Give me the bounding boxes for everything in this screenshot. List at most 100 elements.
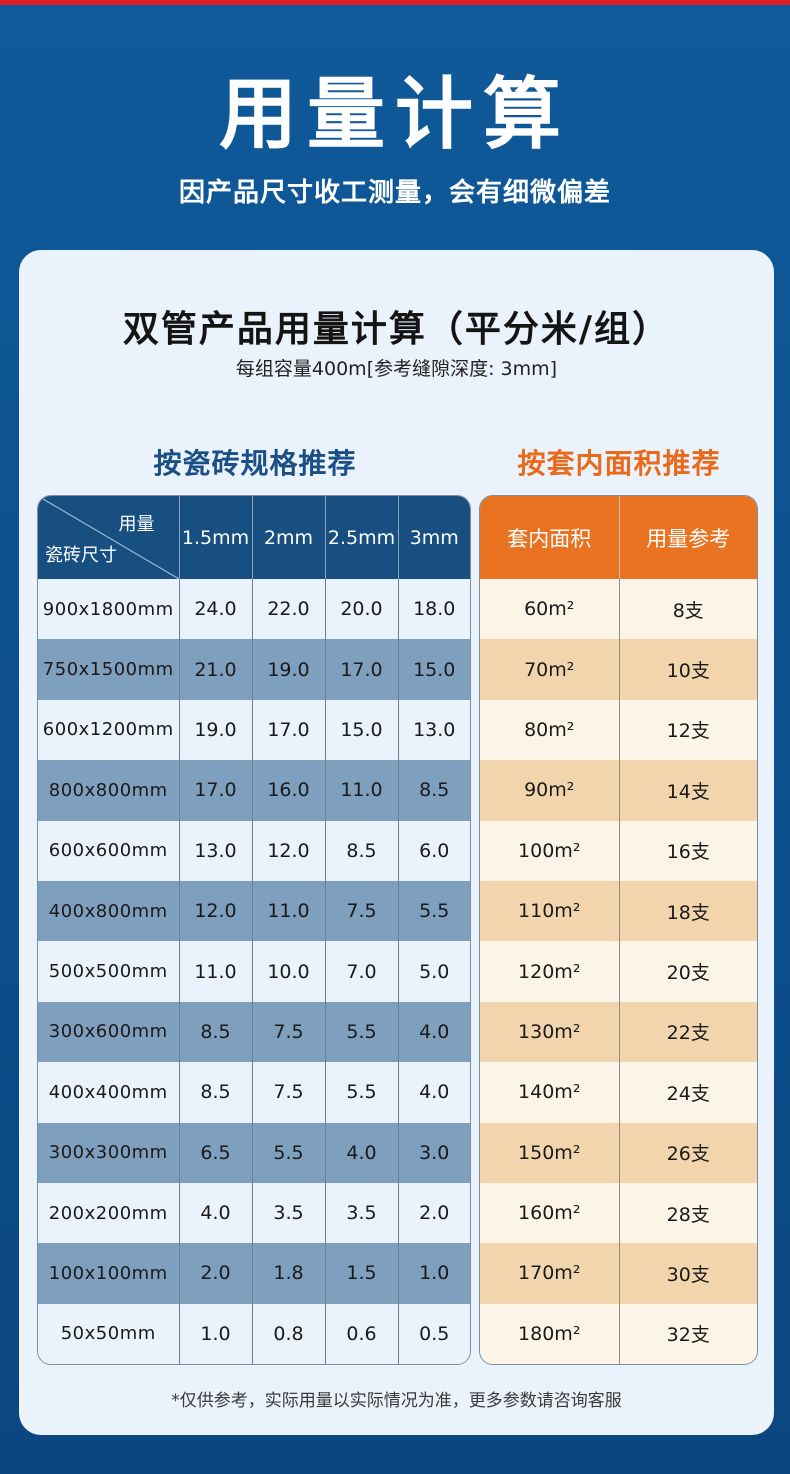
usage-value-cell: 3.0 bbox=[398, 1122, 470, 1183]
usage-value-cell: 5.0 bbox=[398, 941, 470, 1002]
usage-value-cell: 4.0 bbox=[398, 1062, 470, 1123]
quantity-cell: 18支 bbox=[619, 880, 757, 942]
quantity-cell: 22支 bbox=[619, 1001, 757, 1063]
column-header-area: 套内面积 bbox=[480, 496, 620, 579]
area-cell: 140m² bbox=[480, 1062, 620, 1123]
area-cell: 180m² bbox=[480, 1303, 620, 1365]
table-row: 170m² 30支 bbox=[480, 1243, 757, 1304]
table-row: 160m² 28支 bbox=[480, 1182, 757, 1244]
table-row: 80m² 12支 bbox=[480, 699, 757, 761]
area-table-frame: 套内面积 用量参考 60m² 8支 70m² 10支 80m² 12支 90m² 14支 100… bbox=[479, 495, 758, 1366]
table-row: 100m² 16支 bbox=[480, 820, 757, 881]
quantity-cell: 10支 bbox=[619, 639, 757, 700]
tile-size-cell: 900x1800mm bbox=[38, 579, 180, 640]
table-row: 900x1800mm 24.0 22.0 20.0 18.0 bbox=[38, 579, 470, 640]
usage-value-cell: 8.5 bbox=[179, 1001, 253, 1063]
usage-value-cell: 16.0 bbox=[252, 760, 326, 821]
table-row: 130m² 22支 bbox=[480, 1001, 757, 1063]
tile-size-cell: 300x300mm bbox=[38, 1122, 180, 1183]
table-row: 150m² 26支 bbox=[480, 1122, 757, 1183]
usage-value-cell: 21.0 bbox=[179, 639, 253, 700]
quantity-cell: 30支 bbox=[619, 1243, 757, 1304]
usage-value-cell: 20.0 bbox=[325, 579, 399, 640]
area-cell: 80m² bbox=[480, 699, 620, 761]
usage-value-cell: 1.5 bbox=[325, 1243, 399, 1304]
usage-value-cell: 17.0 bbox=[179, 760, 253, 821]
usage-value-cell: 0.5 bbox=[398, 1303, 470, 1365]
table-row: 110m² 18支 bbox=[480, 880, 757, 942]
area-cell: 90m² bbox=[480, 760, 620, 821]
usage-value-cell: 13.0 bbox=[179, 820, 253, 881]
area-cell: 170m² bbox=[480, 1243, 620, 1304]
column-header-quantity: 用量参考 bbox=[619, 496, 757, 579]
table-row: 140m² 24支 bbox=[480, 1062, 757, 1123]
usage-value-cell: 7.0 bbox=[325, 941, 399, 1002]
area-section-title: 按套内面积推荐 bbox=[517, 447, 721, 480]
usage-value-cell: 12.0 bbox=[252, 820, 326, 881]
quantity-cell: 28支 bbox=[619, 1182, 757, 1244]
area-cell: 120m² bbox=[480, 941, 620, 1002]
tile-size-cell: 300x600mm bbox=[38, 1001, 180, 1063]
page-subtitle: 因产品尺寸收工测量，会有细微偏差 bbox=[178, 178, 611, 208]
usage-value-cell: 4.0 bbox=[179, 1182, 253, 1244]
table-row: 70m² 10支 bbox=[480, 639, 757, 700]
usage-value-cell: 0.8 bbox=[252, 1303, 326, 1365]
table-row: 750x1500mm 21.0 19.0 17.0 15.0 bbox=[38, 639, 470, 700]
table-row: 60m² 8支 bbox=[480, 579, 757, 640]
usage-value-cell: 7.5 bbox=[252, 1001, 326, 1063]
usage-value-cell: 19.0 bbox=[179, 699, 253, 761]
table-row: 600x1200mm 19.0 17.0 15.0 13.0 bbox=[38, 699, 470, 761]
quantity-cell: 32支 bbox=[619, 1303, 757, 1365]
top-accent-bar bbox=[0, 0, 790, 5]
table-row: 180m² 32支 bbox=[480, 1303, 757, 1365]
usage-value-cell: 3.5 bbox=[325, 1182, 399, 1244]
tile-size-section-title: 按瓷砖规格推荐 bbox=[153, 447, 357, 480]
page-title: 用量计算 bbox=[218, 70, 571, 160]
table-row: 90m² 14支 bbox=[480, 760, 757, 821]
area-table: 套内面积 用量参考 60m² 8支 70m² 10支 80m² 12支 90m² 14支 100… bbox=[480, 496, 757, 1365]
usage-value-cell: 11.0 bbox=[179, 941, 253, 1002]
tile-size-cell: 100x100mm bbox=[38, 1243, 180, 1304]
table-row: 100x100mm 2.0 1.8 1.5 1.0 bbox=[38, 1243, 470, 1304]
usage-value-cell: 11.0 bbox=[252, 880, 326, 942]
tile-size-cell: 50x50mm bbox=[38, 1303, 180, 1365]
usage-value-cell: 13.0 bbox=[398, 699, 470, 761]
tile-size-cell: 600x600mm bbox=[38, 820, 180, 881]
quantity-cell: 20支 bbox=[619, 941, 757, 1002]
area-cell: 150m² bbox=[480, 1122, 620, 1183]
tile-size-table-frame: 用量 瓷砖尺寸 1.5mm 2mm 2.5mm 3mm 900x1800mm 24… bbox=[37, 495, 471, 1366]
tile-size-cell: 400x800mm bbox=[38, 880, 180, 942]
quantity-cell: 16支 bbox=[619, 820, 757, 881]
usage-value-cell: 5.5 bbox=[398, 880, 470, 942]
usage-value-cell: 18.0 bbox=[398, 579, 470, 640]
usage-value-cell: 8.5 bbox=[398, 760, 470, 821]
diagonal-divider bbox=[38, 496, 179, 579]
column-header: 2.5mm bbox=[325, 496, 399, 579]
usage-value-cell: 7.5 bbox=[325, 880, 399, 942]
table-header-row: 用量 瓷砖尺寸 1.5mm 2mm 2.5mm 3mm bbox=[38, 496, 470, 579]
usage-value-cell: 5.5 bbox=[325, 1062, 399, 1123]
usage-value-cell: 2.0 bbox=[398, 1182, 470, 1244]
area-cell: 110m² bbox=[480, 880, 620, 942]
usage-value-cell: 0.6 bbox=[325, 1303, 399, 1365]
usage-value-cell: 1.0 bbox=[179, 1303, 253, 1365]
usage-value-cell: 11.0 bbox=[325, 760, 399, 821]
usage-value-cell: 7.5 bbox=[252, 1062, 326, 1123]
table-row: 50x50mm 1.0 0.8 0.6 0.5 bbox=[38, 1303, 470, 1365]
usage-value-cell: 8.5 bbox=[179, 1062, 253, 1123]
area-cell: 60m² bbox=[480, 579, 620, 640]
usage-value-cell: 17.0 bbox=[252, 699, 326, 761]
area-cell: 130m² bbox=[480, 1001, 620, 1063]
table-header-row: 套内面积 用量参考 bbox=[480, 496, 757, 579]
area-cell: 70m² bbox=[480, 639, 620, 700]
column-header: 3mm bbox=[398, 496, 470, 579]
usage-value-cell: 3.5 bbox=[252, 1182, 326, 1244]
usage-value-cell: 2.0 bbox=[179, 1243, 253, 1304]
table-row: 300x300mm 6.5 5.5 4.0 3.0 bbox=[38, 1122, 470, 1183]
usage-value-cell: 5.5 bbox=[325, 1001, 399, 1063]
table-row: 200x200mm 4.0 3.5 3.5 2.0 bbox=[38, 1182, 470, 1244]
usage-value-cell: 6.5 bbox=[179, 1122, 253, 1183]
usage-value-cell: 22.0 bbox=[252, 579, 326, 640]
card-title: 双管产品用量计算（平分米/组） bbox=[122, 309, 671, 350]
area-cell: 160m² bbox=[480, 1182, 620, 1244]
